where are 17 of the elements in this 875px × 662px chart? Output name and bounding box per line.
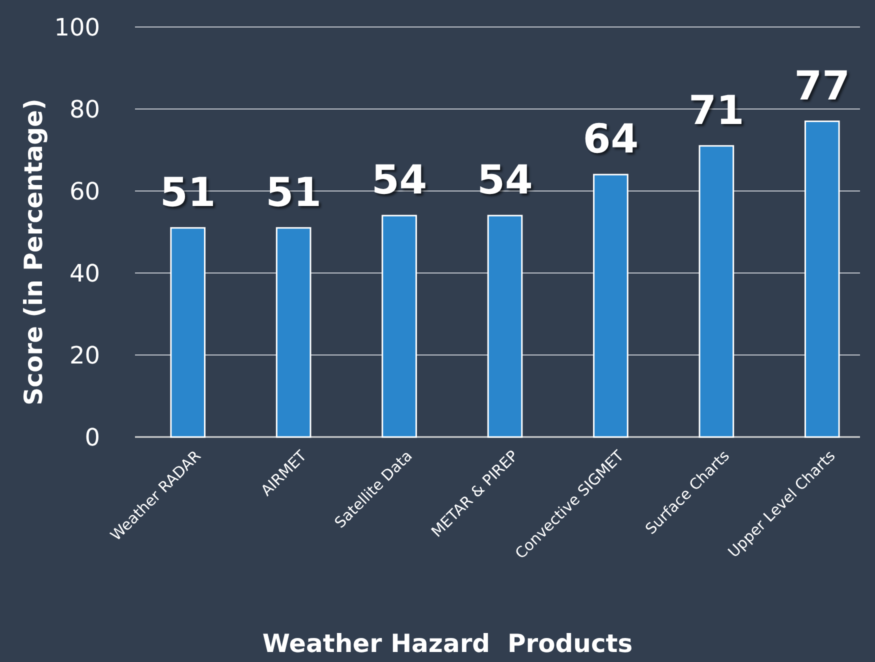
bar [698, 145, 734, 438]
data-label: 64 [582, 116, 639, 163]
y-axis-title: Score (in Percentage) [19, 98, 48, 406]
bar [170, 227, 206, 438]
y-tick-label: 20 [69, 341, 100, 370]
y-tick-label: 100 [54, 13, 100, 42]
bar [593, 174, 628, 438]
bar [276, 227, 312, 438]
x-axis-title: Weather Hazard Products [262, 629, 633, 658]
bar [487, 214, 523, 438]
bar [804, 120, 840, 438]
y-tick-label: 0 [84, 423, 100, 452]
y-tick-label: 40 [69, 259, 100, 288]
data-label: 77 [794, 63, 850, 110]
y-tick-label: 60 [69, 177, 100, 206]
bar [382, 214, 417, 438]
y-tick-label: 80 [69, 95, 100, 124]
